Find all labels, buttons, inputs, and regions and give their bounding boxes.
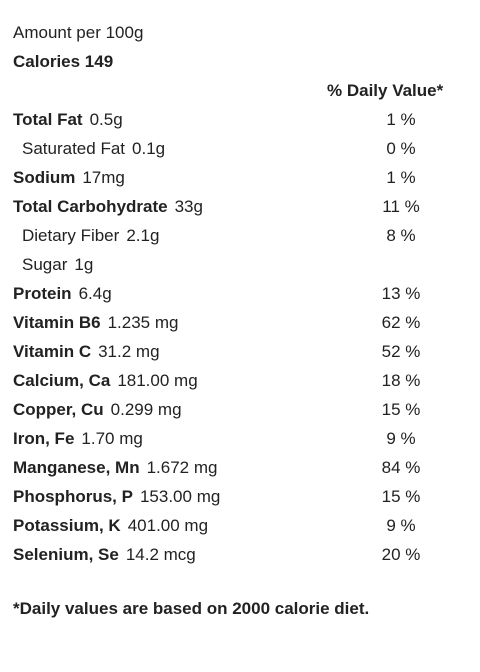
- nutrient-row: Total Fat 0.5g 1 %: [13, 105, 468, 134]
- nutrient-amount: 14.2 mcg: [125, 545, 196, 564]
- nutrient-row: Potassium, K 401.00 mg 9 %: [13, 511, 468, 540]
- nutrient-name: Sugar: [22, 255, 68, 274]
- daily-value-percent: 1 %: [386, 168, 416, 187]
- nutrient-amount: 17mg: [82, 168, 125, 187]
- nutrient-amount: 6.4g: [78, 284, 112, 303]
- daily-value-percent: 20 %: [381, 545, 421, 564]
- daily-value-percent: 15 %: [381, 400, 421, 419]
- nutrient-label: Total Carbohydrate 33g: [13, 197, 203, 216]
- daily-value-percent: 18 %: [381, 371, 421, 390]
- nutrient-label: Potassium, K 401.00 mg: [13, 516, 208, 535]
- nutrient-label: Vitamin C 31.2 mg: [13, 342, 160, 361]
- nutrient-name: Total Fat: [13, 110, 83, 129]
- nutrient-name: Saturated Fat: [22, 139, 126, 158]
- daily-value-percent: 13 %: [381, 284, 421, 303]
- nutrient-label: Selenium, Se 14.2 mcg: [13, 545, 196, 564]
- nutrient-amount: 1.672 mg: [146, 458, 218, 477]
- daily-value-percent: 11 %: [382, 197, 420, 216]
- nutrient-row: Saturated Fat 0.1g 0 %: [13, 134, 468, 163]
- amount-per-serving: Amount per 100g: [13, 23, 144, 42]
- nutrient-row: Calcium, Ca 181.00 mg 18 %: [13, 366, 468, 395]
- daily-value-percent: 8 %: [386, 226, 416, 245]
- nutrient-row: Vitamin B6 1.235 mg 62 %: [13, 308, 468, 337]
- daily-value-percent: 1 %: [386, 110, 416, 129]
- nutrient-label: Dietary Fiber 2.1g: [13, 226, 159, 245]
- nutrient-label: Copper, Cu 0.299 mg: [13, 400, 182, 419]
- daily-value-percent: 9 %: [386, 429, 416, 448]
- nutrient-label: Calcium, Ca 181.00 mg: [13, 371, 198, 390]
- nutrient-row: Vitamin C 31.2 mg 52 %: [13, 337, 468, 366]
- nutrient-name: Potassium, K: [13, 516, 121, 535]
- nutrient-list: Total Fat 0.5g 1 % Saturated Fat 0.1g 0 % Sodi…: [13, 105, 468, 569]
- nutrient-row: Selenium, Se 14.2 mcg 20 %: [13, 540, 468, 569]
- nutrient-amount: 181.00 mg: [117, 371, 198, 390]
- nutrient-label: Saturated Fat 0.1g: [13, 139, 165, 158]
- nutrient-row: Iron, Fe 1.70 mg 9 %: [13, 424, 468, 453]
- nutrient-amount: 1.235 mg: [107, 313, 179, 332]
- nutrient-name: Vitamin C: [13, 342, 92, 361]
- nutrient-name: Total Carbohydrate: [13, 197, 168, 216]
- nutrient-label: Total Fat 0.5g: [13, 110, 123, 129]
- nutrient-name: Phosphorus, P: [13, 487, 133, 506]
- daily-value-header: % Daily Value*: [327, 81, 444, 100]
- footnote: *Daily values are based on 2000 calorie …: [13, 599, 370, 618]
- daily-value-percent: 84 %: [381, 458, 421, 477]
- nutrition-facts-panel: Amount per 100g Calories 149 % Daily Val…: [13, 18, 468, 569]
- nutrient-amount: 31.2 mg: [98, 342, 160, 361]
- nutrient-row: Manganese, Mn 1.672 mg 84 %: [13, 453, 468, 482]
- nutrient-name: Manganese, Mn: [13, 458, 140, 477]
- nutrient-label: Phosphorus, P 153.00 mg: [13, 487, 220, 506]
- nutrient-amount: 0.299 mg: [110, 400, 182, 419]
- nutrient-row: Copper, Cu 0.299 mg 15 %: [13, 395, 468, 424]
- daily-value-percent: 9 %: [386, 516, 416, 535]
- nutrient-label: Manganese, Mn 1.672 mg: [13, 458, 217, 477]
- daily-value-percent: 62 %: [381, 313, 421, 332]
- nutrient-name: Calcium, Ca: [13, 371, 111, 390]
- daily-value-header-row: % Daily Value*: [13, 76, 468, 105]
- nutrient-amount: 401.00 mg: [127, 516, 209, 535]
- nutrient-amount: 153.00 mg: [139, 487, 221, 506]
- nutrient-name: Sodium: [13, 168, 76, 187]
- nutrient-name: Protein: [13, 284, 72, 303]
- nutrient-amount: 2.1g: [126, 226, 160, 245]
- nutrient-name: Copper, Cu: [13, 400, 104, 419]
- nutrient-row: Total Carbohydrate 33g 11 %: [13, 192, 468, 221]
- nutrient-row: Dietary Fiber 2.1g 8 %: [13, 221, 468, 250]
- nutrient-label: Sodium 17mg: [13, 168, 125, 187]
- nutrient-row: Sugar 1g: [13, 250, 468, 279]
- nutrient-amount: 0.1g: [132, 139, 166, 158]
- nutrient-name: Selenium, Se: [13, 545, 119, 564]
- nutrient-amount: 1.70 mg: [81, 429, 143, 448]
- nutrient-label: Sugar 1g: [13, 255, 93, 274]
- daily-value-percent: 0 %: [386, 139, 416, 158]
- nutrient-amount: 1g: [74, 255, 94, 274]
- nutrient-name: Iron, Fe: [13, 429, 75, 448]
- nutrient-amount: 0.5g: [89, 110, 123, 129]
- nutrient-row: Phosphorus, P 153.00 mg 15 %: [13, 482, 468, 511]
- nutrient-name: Vitamin B6: [13, 313, 101, 332]
- nutrient-label: Iron, Fe 1.70 mg: [13, 429, 143, 448]
- nutrient-row: Sodium 17mg 1 %: [13, 163, 468, 192]
- nutrient-label: Vitamin B6 1.235 mg: [13, 313, 178, 332]
- daily-value-percent: 52 %: [381, 342, 421, 361]
- nutrient-amount: 33g: [174, 197, 203, 216]
- nutrient-label: Protein 6.4g: [13, 284, 112, 303]
- nutrient-row: Protein 6.4g 13 %: [13, 279, 468, 308]
- calories-line: Calories 149: [13, 52, 114, 71]
- daily-value-percent: 15 %: [381, 487, 421, 506]
- nutrient-name: Dietary Fiber: [22, 226, 120, 245]
